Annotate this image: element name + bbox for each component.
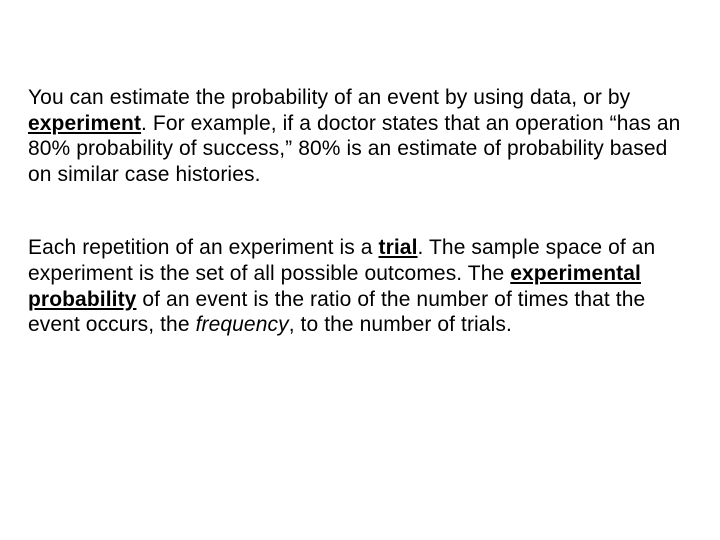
p2-text-4: , to the number of trials. <box>289 313 512 336</box>
term-frequency: frequency <box>196 313 289 336</box>
p2-text-1: Each repetition of an experiment is a <box>28 236 379 259</box>
term-trial: trial <box>379 236 418 259</box>
term-experiment: experiment <box>28 112 141 135</box>
slide: You can estimate the probability of an e… <box>0 0 720 540</box>
p1-text-1: You can estimate the probability of an e… <box>28 86 630 109</box>
paragraph-1: You can estimate the probability of an e… <box>28 85 692 187</box>
paragraph-2: Each repetition of an experiment is a tr… <box>28 235 692 337</box>
